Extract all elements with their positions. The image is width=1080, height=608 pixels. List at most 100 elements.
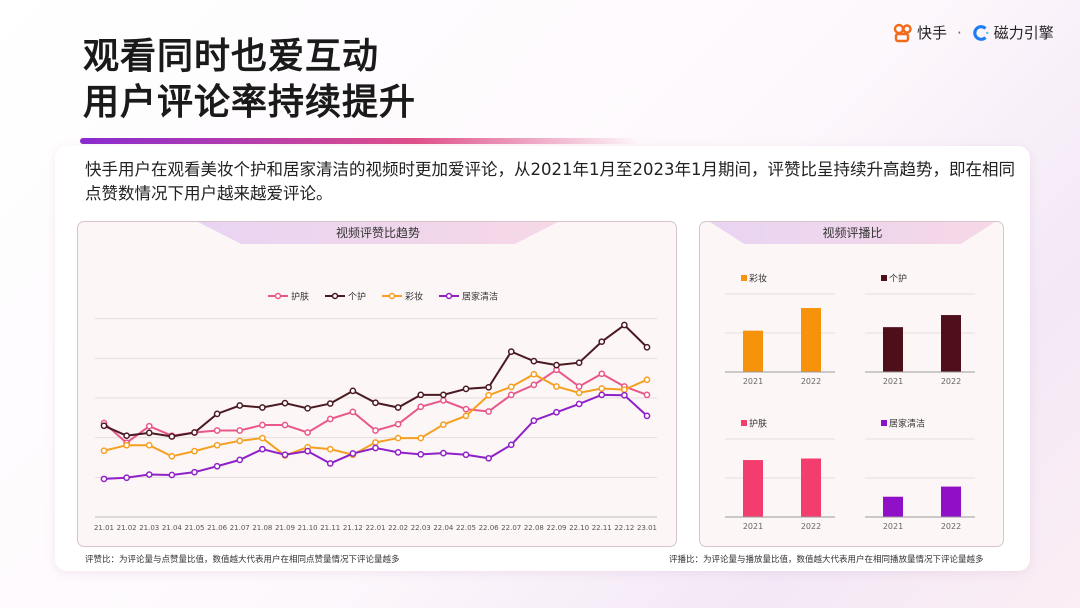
data-point bbox=[145, 471, 153, 478]
data-point bbox=[598, 391, 606, 399]
data-point bbox=[281, 451, 289, 459]
footnote-left: 评赞比：为评论量与点赞量比值，数值越大代表用户在相同点赞量情况下评论量越多 bbox=[85, 555, 400, 565]
legend-label: 彩妆 bbox=[749, 273, 767, 285]
bar-个护-2022 bbox=[941, 315, 961, 372]
legend-label: 居家清洁 bbox=[462, 291, 498, 303]
x-tick-label: 21.03 bbox=[139, 524, 159, 532]
data-point bbox=[326, 445, 334, 453]
x-tick-label: 21.05 bbox=[184, 524, 204, 532]
x-tick-label: 22.05 bbox=[456, 524, 476, 532]
data-point bbox=[530, 417, 538, 424]
data-point bbox=[553, 408, 560, 416]
bar-彩妆-2022 bbox=[801, 308, 821, 372]
data-point bbox=[643, 343, 651, 351]
legend-swatch bbox=[741, 275, 747, 281]
bar-居家清洁-2021 bbox=[883, 496, 903, 517]
data-point bbox=[168, 433, 176, 440]
data-point bbox=[259, 421, 266, 429]
data-point bbox=[417, 403, 425, 411]
data-point bbox=[643, 376, 651, 384]
data-point bbox=[168, 471, 176, 479]
bar-chart-title: 视频评播比 bbox=[710, 222, 995, 244]
data-point bbox=[123, 432, 130, 440]
x-tick-label: 22.02 bbox=[388, 524, 408, 532]
bar-护肤-2022 bbox=[801, 458, 821, 517]
data-point bbox=[417, 450, 425, 458]
legend-swatch bbox=[881, 275, 887, 281]
data-point bbox=[213, 462, 221, 470]
data-point bbox=[440, 421, 447, 428]
data-point bbox=[145, 441, 153, 449]
data-point bbox=[394, 420, 402, 428]
brand-cili: 磁力引擎 bbox=[993, 24, 1054, 42]
data-point bbox=[462, 405, 470, 413]
title-underline bbox=[80, 138, 640, 144]
x-tick-label: 2021 bbox=[743, 522, 763, 531]
data-point bbox=[100, 447, 108, 455]
x-tick-label: 21.11 bbox=[320, 524, 340, 532]
x-tick-label: 22.07 bbox=[501, 524, 521, 532]
data-point bbox=[326, 415, 334, 423]
data-point bbox=[372, 444, 379, 452]
data-point bbox=[621, 386, 628, 394]
data-point bbox=[417, 434, 425, 442]
legend-marker bbox=[274, 292, 282, 300]
data-point bbox=[440, 397, 447, 404]
data-point bbox=[485, 454, 492, 462]
data-point bbox=[145, 429, 153, 437]
data-point bbox=[100, 475, 108, 483]
legend-marker bbox=[331, 292, 339, 300]
x-tick-label: 2022 bbox=[801, 522, 821, 531]
x-tick-label: 2022 bbox=[941, 522, 961, 531]
data-point bbox=[575, 400, 583, 408]
footnote-right: 评播比：为评论量与播放量比值，数值越大代表用户在相同播放量情况下评论量越多 bbox=[669, 555, 984, 565]
x-tick-label: 2022 bbox=[801, 377, 821, 386]
description-text: 快手用户在观看美妆个护和居家清洁的视频时更加爱评论，从2021年1月至2023年… bbox=[85, 160, 1015, 203]
data-point bbox=[575, 383, 583, 390]
x-tick-label: 22.12 bbox=[614, 524, 634, 532]
data-point bbox=[213, 410, 221, 418]
x-tick-label: 21.10 bbox=[298, 524, 318, 532]
data-point bbox=[304, 429, 311, 436]
x-tick-label: 22.10 bbox=[569, 524, 589, 532]
x-tick-label: 22.06 bbox=[479, 524, 500, 532]
data-point bbox=[507, 441, 515, 449]
data-point bbox=[349, 408, 357, 416]
data-point bbox=[349, 450, 357, 457]
data-point bbox=[575, 359, 583, 367]
data-point bbox=[236, 437, 244, 445]
data-point bbox=[372, 439, 379, 446]
data-point bbox=[621, 391, 628, 399]
data-point bbox=[259, 434, 266, 442]
data-point bbox=[485, 383, 492, 391]
legend-marker bbox=[388, 292, 396, 300]
data-point bbox=[213, 427, 221, 434]
cili-engine-logo-icon bbox=[973, 24, 989, 41]
data-point bbox=[304, 404, 311, 412]
legend-label: 个护 bbox=[348, 291, 366, 303]
x-tick-label: 21.09 bbox=[275, 524, 295, 532]
data-point bbox=[191, 468, 198, 476]
legend-label: 彩妆 bbox=[405, 291, 423, 303]
data-point bbox=[598, 385, 606, 392]
data-point bbox=[191, 429, 198, 436]
series-line-个护 bbox=[103, 323, 648, 438]
data-point bbox=[440, 391, 447, 399]
data-point bbox=[281, 399, 289, 407]
x-tick-label: 2021 bbox=[743, 377, 763, 386]
data-point bbox=[507, 391, 515, 399]
data-point bbox=[372, 399, 379, 407]
series-line-居家清洁 bbox=[103, 393, 648, 480]
bar-彩妆-2021 bbox=[743, 330, 763, 372]
bar-护肤-2021 bbox=[743, 460, 763, 517]
data-point bbox=[372, 427, 379, 434]
data-point bbox=[643, 391, 651, 399]
data-point bbox=[259, 404, 266, 411]
page-title: 观看同时也爱互动 用户评论率持续提升 bbox=[83, 34, 416, 126]
x-tick-label: 21.07 bbox=[230, 524, 250, 532]
data-point bbox=[191, 447, 198, 455]
legend-swatch bbox=[881, 420, 887, 426]
legend-marker bbox=[445, 292, 453, 300]
data-point bbox=[530, 381, 538, 389]
